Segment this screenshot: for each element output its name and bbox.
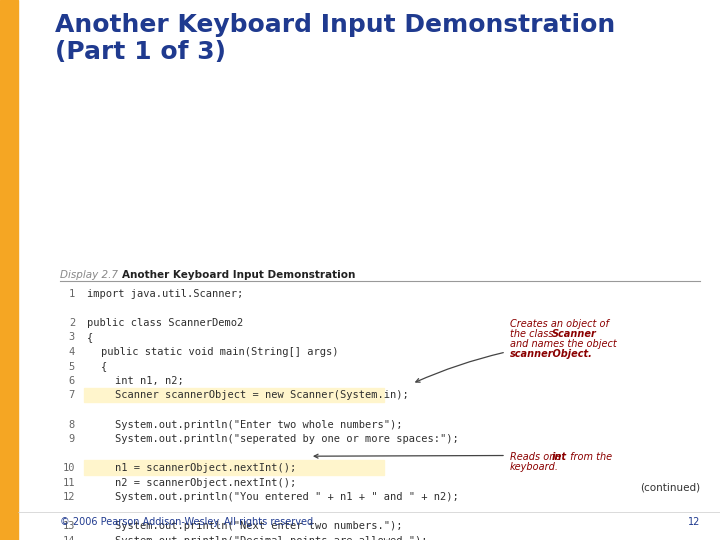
FancyArrowPatch shape (314, 454, 503, 458)
Text: {: { (87, 333, 94, 342)
Text: 2: 2 (68, 318, 75, 328)
Text: Creates an object of: Creates an object of (510, 319, 609, 329)
Text: System.out.println("Decimal points are allowed.");: System.out.println("Decimal points are a… (115, 536, 428, 540)
Text: (continued): (continued) (640, 482, 700, 492)
Text: © 2006 Pearson Addison-Wesley. All rights reserved: © 2006 Pearson Addison-Wesley. All right… (60, 517, 313, 527)
Bar (84, 460, 384, 475)
Text: Another Keyboard Input Demonstration: Another Keyboard Input Demonstration (122, 270, 356, 280)
Text: n1 = scannerObject.nextInt();: n1 = scannerObject.nextInt(); (115, 463, 296, 473)
Text: 14: 14 (63, 536, 75, 540)
Text: public class ScannerDemo2: public class ScannerDemo2 (87, 318, 243, 328)
Text: from the: from the (567, 451, 612, 462)
Bar (84, 388, 384, 402)
Text: 12: 12 (63, 492, 75, 502)
Text: 12: 12 (688, 517, 700, 527)
Text: {: { (101, 361, 107, 372)
Text: Display 2.7: Display 2.7 (60, 270, 118, 280)
Text: Another Keyboard Input Demonstration: Another Keyboard Input Demonstration (55, 13, 616, 37)
Text: System.out.println("seperated by one or more spaces:");: System.out.println("seperated by one or … (115, 434, 459, 444)
FancyArrowPatch shape (416, 353, 503, 382)
Text: scannerObject.: scannerObject. (510, 349, 593, 359)
Text: the class: the class (510, 329, 557, 339)
Text: 10: 10 (63, 463, 75, 473)
Text: public static void main(String[] args): public static void main(String[] args) (101, 347, 338, 357)
Text: import java.util.Scanner;: import java.util.Scanner; (87, 289, 243, 299)
Bar (0, 0, 18, 540)
Text: 13: 13 (63, 521, 75, 531)
Text: Reads one: Reads one (510, 451, 564, 462)
Text: 7: 7 (68, 390, 75, 401)
Text: Scanner scannerObject = new Scanner(System.in);: Scanner scannerObject = new Scanner(Syst… (115, 390, 409, 401)
Text: System.out.println("Enter two whole numbers");: System.out.println("Enter two whole numb… (115, 420, 402, 429)
Text: n2 = scannerObject.nextInt();: n2 = scannerObject.nextInt(); (115, 477, 296, 488)
Text: 11: 11 (63, 477, 75, 488)
Text: 9: 9 (68, 434, 75, 444)
Text: and names the object: and names the object (510, 339, 617, 349)
Text: 4: 4 (68, 347, 75, 357)
Text: 6: 6 (68, 376, 75, 386)
Text: 8: 8 (68, 420, 75, 429)
Text: 1: 1 (68, 289, 75, 299)
Text: 5: 5 (68, 361, 75, 372)
Text: int n1, n2;: int n1, n2; (115, 376, 184, 386)
Text: int: int (552, 451, 567, 462)
Text: 3: 3 (68, 333, 75, 342)
Text: Scanner: Scanner (552, 329, 597, 339)
Text: System.out.println("Next enter two numbers.");: System.out.println("Next enter two numbe… (115, 521, 402, 531)
Text: System.out.println("You entered " + n1 + " and " + n2);: System.out.println("You entered " + n1 +… (115, 492, 459, 502)
Text: keyboard.: keyboard. (510, 462, 559, 471)
Text: (Part 1 of 3): (Part 1 of 3) (55, 40, 226, 64)
